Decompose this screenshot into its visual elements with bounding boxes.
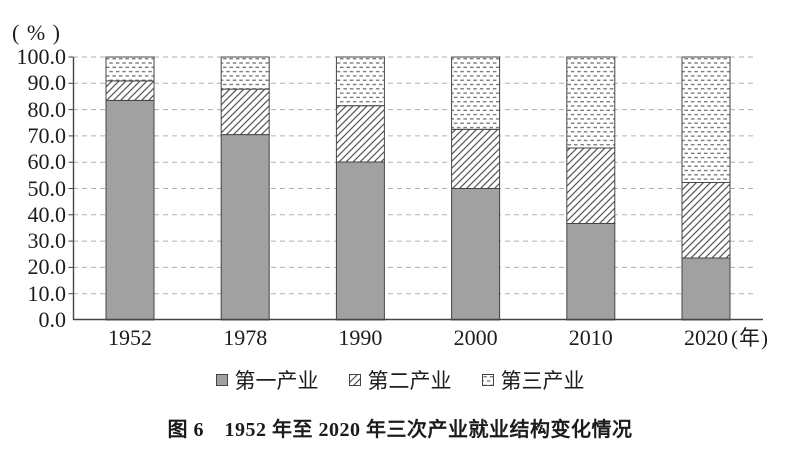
x-tick-label: 2000 bbox=[453, 325, 498, 350]
legend-swatch-diagonal-hatch bbox=[348, 374, 361, 386]
bar-segment bbox=[566, 56, 616, 149]
y-tick-label: 80.0 bbox=[27, 96, 67, 122]
x-axis-unit-label: (年) bbox=[731, 326, 769, 350]
bar-segment bbox=[335, 105, 385, 163]
y-tick-label: 70.0 bbox=[27, 122, 67, 148]
bar-segment bbox=[566, 147, 616, 224]
y-tick-label: 100.0 bbox=[16, 44, 67, 69]
x-tick-label: 1990 bbox=[338, 325, 383, 350]
legend-swatch-solid-gray bbox=[215, 374, 228, 386]
y-tick-label: 40.0 bbox=[27, 201, 67, 227]
legend-item: 第一产业 bbox=[215, 365, 319, 395]
figure-caption: 图 6 1952 年至 2020 年三次产业就业结构变化情况 bbox=[167, 419, 633, 441]
bar-segment bbox=[681, 56, 731, 183]
legend-label: 第二产业 bbox=[367, 369, 452, 393]
y-tick-label: 20.0 bbox=[27, 254, 67, 280]
bar-segment bbox=[451, 188, 501, 321]
legend-item: 第二产业 bbox=[348, 365, 452, 395]
bar-segment bbox=[335, 161, 385, 321]
bar-segment bbox=[105, 56, 155, 82]
x-tick-label: 2020 bbox=[684, 325, 728, 350]
legend: 第一产业 第二产业 第三产业 bbox=[0, 365, 800, 395]
y-tick-label: 30.0 bbox=[27, 228, 67, 254]
bar-segment bbox=[451, 128, 501, 190]
bar-segment bbox=[681, 257, 731, 321]
bar-segment bbox=[566, 223, 616, 321]
bar-segment bbox=[220, 134, 270, 321]
y-tick-label: 10.0 bbox=[27, 280, 67, 306]
bar-segment bbox=[105, 99, 155, 321]
y-tick-label: 50.0 bbox=[27, 175, 67, 201]
plot-area bbox=[68, 56, 763, 321]
legend-item: 第三产业 bbox=[481, 365, 585, 395]
bar-segment bbox=[220, 56, 270, 90]
legend-label: 第一产业 bbox=[234, 369, 319, 393]
stacked-bar-chart bbox=[68, 56, 763, 321]
y-tick-label: 0.0 bbox=[38, 307, 67, 332]
y-tick-label: 90.0 bbox=[27, 70, 67, 96]
x-tick-label: 1978 bbox=[223, 325, 268, 350]
bar-segment bbox=[220, 88, 270, 136]
legend-label: 第三产业 bbox=[500, 369, 585, 393]
bar-segment bbox=[335, 56, 385, 107]
bar-segment bbox=[105, 80, 155, 101]
legend-swatch-horizontal-dashes bbox=[481, 374, 494, 386]
x-tick-label: 2010 bbox=[568, 325, 613, 350]
bar-segment bbox=[681, 182, 731, 259]
y-axis-unit-label: ( % ) bbox=[12, 20, 61, 45]
bar-segment bbox=[451, 56, 501, 130]
y-tick-label: 60.0 bbox=[27, 149, 67, 175]
x-tick-label: 1952 bbox=[108, 325, 152, 350]
